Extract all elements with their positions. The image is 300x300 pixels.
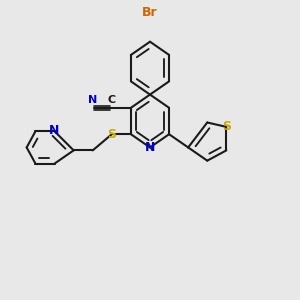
Text: N: N xyxy=(88,95,98,105)
Text: S: S xyxy=(222,120,231,134)
Text: Br: Br xyxy=(142,6,158,19)
Text: S: S xyxy=(107,128,116,141)
Text: N: N xyxy=(50,124,60,137)
Text: C: C xyxy=(108,95,116,105)
Text: N: N xyxy=(145,141,155,154)
